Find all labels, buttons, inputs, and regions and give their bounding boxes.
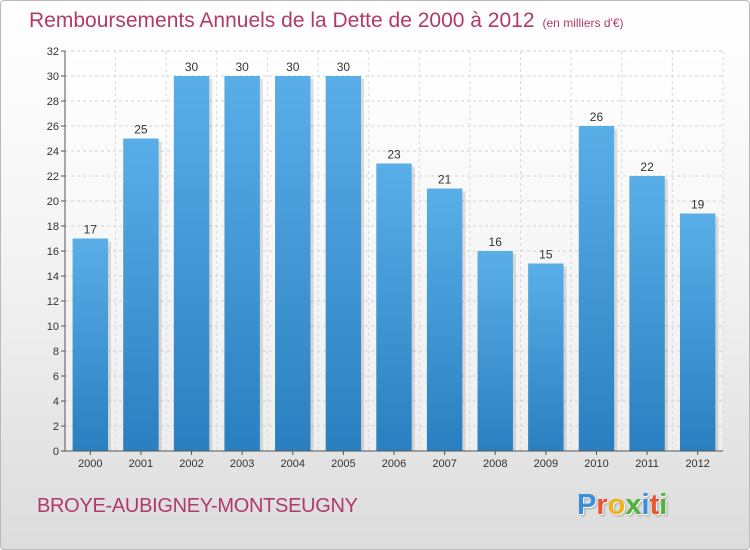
logo-letter: r: [596, 489, 608, 521]
y-tick-label: 26: [47, 121, 59, 133]
x-tick-label: 2006: [382, 458, 406, 470]
y-tick-label: 18: [47, 221, 59, 233]
y-tick-label: 8: [53, 346, 59, 358]
bar: [426, 188, 463, 451]
bars: 17 25 30 30 30 30 23 21 16 15 26 22 19: [72, 60, 719, 451]
bar: [275, 76, 311, 451]
data-label: 23: [387, 148, 401, 162]
data-label: 30: [286, 60, 300, 74]
data-label: 25: [134, 123, 148, 137]
logo-letter: i: [659, 489, 668, 521]
logo-letter: i: [641, 489, 650, 521]
x-tick-label: 2004: [281, 458, 305, 470]
x-tick-label: 2001: [129, 458, 153, 470]
logo-letter: o: [607, 489, 626, 521]
y-tick-label: 12: [47, 296, 59, 308]
y-tick-label: 0: [53, 446, 59, 458]
y-tick-label: 32: [47, 46, 59, 58]
y-tick-label: 2: [53, 421, 59, 433]
x-tick-label: 2003: [230, 458, 254, 470]
y-tick-label: 22: [47, 171, 59, 183]
bar: [528, 263, 564, 451]
x-tick-label: 2002: [179, 458, 203, 470]
bar: [679, 213, 716, 451]
x-tick-label: 2012: [685, 458, 709, 470]
data-label: 15: [539, 248, 553, 262]
y-tick-label: 16: [47, 246, 59, 258]
x-tick-label: 2008: [483, 458, 507, 470]
y-tick-label: 4: [53, 396, 59, 408]
chart-title: Remboursements Annuels de la Dette de 20…: [29, 9, 624, 33]
bar: [578, 126, 615, 451]
bar: [477, 251, 513, 451]
x-tick-label: 2010: [584, 458, 608, 470]
data-label: 16: [489, 235, 503, 249]
bar: [224, 76, 260, 451]
y-tick-label: 10: [47, 321, 59, 333]
bar: [173, 76, 210, 451]
x-tick-label: 2000: [78, 458, 102, 470]
x-tick-label: 2011: [635, 458, 659, 470]
bar: [376, 163, 412, 451]
x-tick-label: 2009: [534, 458, 558, 470]
y-tick-label: 20: [47, 196, 59, 208]
bar: [72, 238, 109, 451]
data-label: 30: [235, 60, 249, 74]
y-tick-label: 6: [53, 371, 59, 383]
bar: [629, 176, 665, 451]
x-tick-label: 2005: [331, 458, 355, 470]
x-tick-label: 2007: [432, 458, 456, 470]
bar: [325, 76, 362, 451]
proxiti-logo: Proxiti: [577, 489, 667, 522]
y-tick-label: 30: [47, 71, 59, 83]
y-tick-label: 14: [47, 271, 59, 283]
data-label: 22: [640, 160, 654, 174]
y-tick-label: 28: [47, 96, 59, 108]
chart-title-text: Remboursements Annuels de la Dette de 20…: [29, 9, 535, 32]
chart-subtitle: (en milliers d'€): [542, 16, 624, 30]
y-tick-label: 24: [47, 146, 59, 158]
commune-name: BROYE-AUBIGNEY-MONTSEUGNY: [37, 495, 358, 517]
logo-letter: P: [577, 489, 597, 521]
data-label: 30: [185, 60, 199, 74]
logo-letter: t: [649, 489, 660, 521]
logo-letter: x: [625, 489, 642, 521]
data-label: 21: [438, 173, 452, 187]
data-label: 19: [691, 198, 705, 212]
bar: [123, 138, 159, 451]
data-label: 26: [590, 110, 604, 124]
data-label: 17: [84, 223, 98, 237]
data-label: 30: [337, 60, 351, 74]
